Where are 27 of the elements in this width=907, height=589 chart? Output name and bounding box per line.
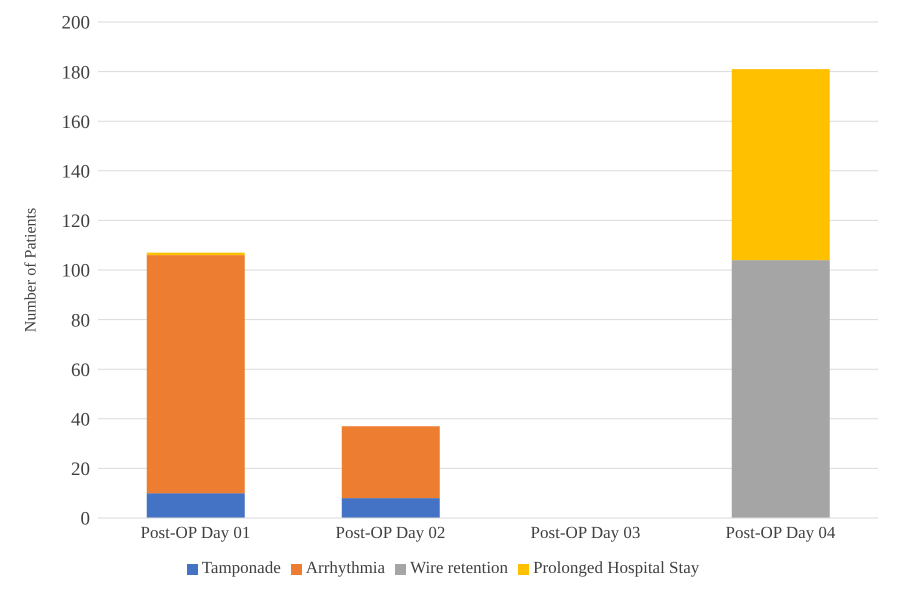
bar <box>342 498 440 518</box>
x-tick-label: Post-OP Day 03 <box>530 523 640 542</box>
x-tick-label: Post-OP Day 01 <box>140 523 250 542</box>
y-tick-label: 200 <box>62 12 90 34</box>
legend-label: Prolonged Hospital Stay <box>533 558 700 577</box>
y-tick-label: 100 <box>62 260 90 282</box>
y-axis-title: Number of Patients <box>22 208 40 332</box>
bar <box>146 252 245 256</box>
bar <box>146 493 245 518</box>
y-tick-label: 180 <box>62 62 90 84</box>
bar <box>732 260 830 518</box>
y-tick-label: 140 <box>62 162 90 183</box>
legend-label: Arrhythmia <box>306 558 386 577</box>
y-tick-label: 40 <box>71 410 90 431</box>
x-tick-label: Post-OP Day 02 <box>336 523 446 542</box>
y-tick-label: 20 <box>71 459 90 480</box>
y-tick-label: 160 <box>62 112 90 133</box>
x-tick-label: Post-OP Day 04 <box>726 523 836 542</box>
bar <box>342 426 440 498</box>
bar <box>146 255 245 494</box>
bar <box>732 69 830 260</box>
legend-label: Wire retention <box>410 558 508 577</box>
y-tick-label: 120 <box>62 211 90 232</box>
y-tick-label: 80 <box>71 310 90 332</box>
y-tick-label: 60 <box>71 360 90 381</box>
legend-label: Tamponade <box>202 558 281 577</box>
y-tick-label: 0 <box>80 508 90 530</box>
